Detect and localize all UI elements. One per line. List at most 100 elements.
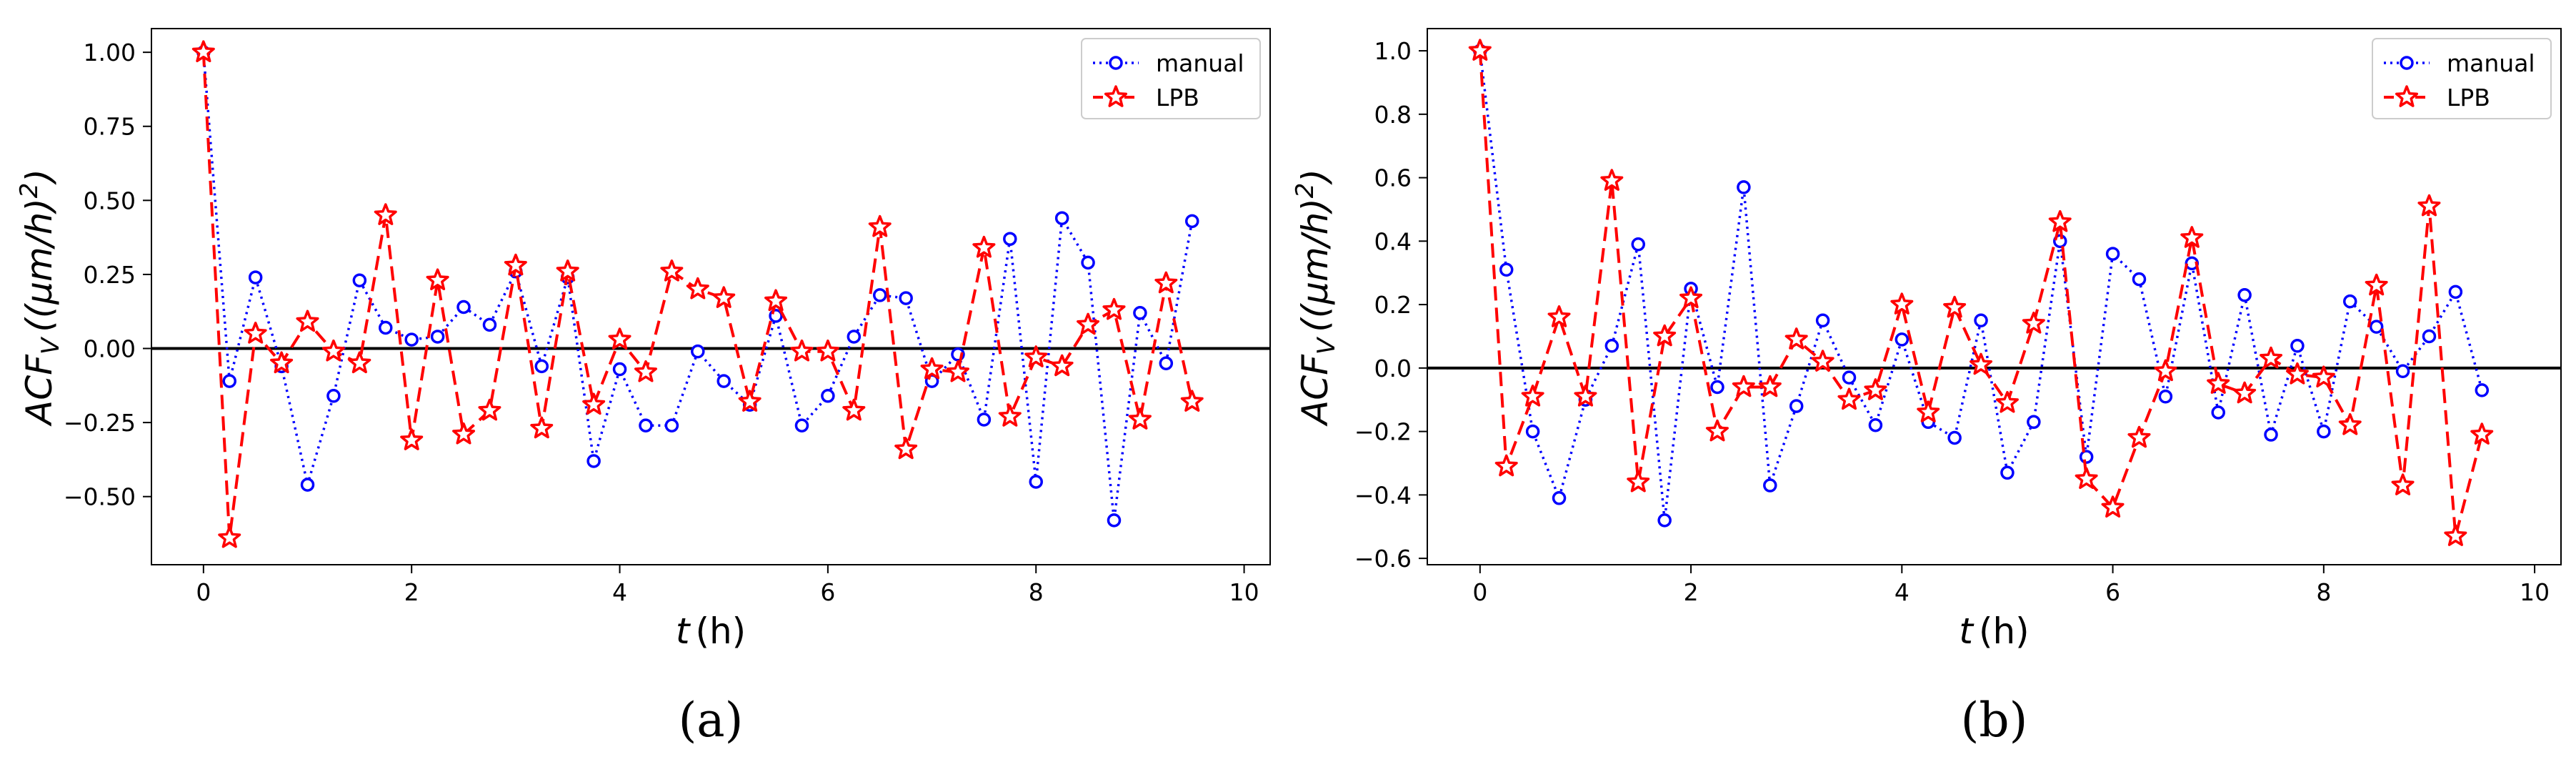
data-point-lpb [1705, 419, 1729, 442]
legend-label-lpb: LPB [1156, 84, 1199, 112]
x-tick-label: 0 [196, 578, 211, 606]
data-point-lpb [712, 286, 736, 308]
data-point-lpb [842, 398, 866, 421]
x-tick-label: 4 [1894, 578, 1909, 606]
data-point-lpb [1180, 390, 1204, 412]
y-tick-label: −0.6 [1354, 545, 1412, 573]
data-point-lpb [191, 40, 215, 63]
data-point-manual [2132, 272, 2147, 287]
data-point-lpb [2127, 425, 2151, 448]
x-axis-unit: (h) [1979, 610, 2030, 652]
panel-label-b: (b) [1961, 693, 2028, 748]
y-tick-label: −0.4 [1354, 481, 1412, 509]
data-point-manual [1552, 491, 1567, 505]
data-point-manual [352, 273, 367, 287]
data-point-lpb [556, 259, 579, 282]
data-point-manual [639, 418, 653, 432]
data-point-lpb [1679, 286, 1703, 309]
data-point-lpb [1600, 169, 1624, 191]
data-point-manual [2448, 285, 2463, 300]
data-point-lpb [1128, 407, 1152, 430]
plot-frame [151, 28, 1271, 565]
data-point-manual [1710, 380, 1724, 395]
data-point-manual [1133, 306, 1147, 320]
x-axis-variable: t [1959, 610, 1975, 652]
data-point-manual [2290, 339, 2305, 353]
data-point-manual [872, 288, 887, 302]
data-point-manual [1868, 417, 1883, 432]
y-tick-label: 1.00 [84, 39, 136, 66]
legend: manual LPB [2372, 38, 2552, 119]
y-axis-exponent: 2 [15, 183, 44, 199]
data-point-manual [2317, 424, 2331, 439]
data-point-lpb [1864, 378, 1887, 400]
y-axis-base: ACF [1294, 354, 1336, 427]
data-point-lpb [1154, 271, 1178, 294]
data-point-manual [1789, 399, 1804, 413]
series-layer [1468, 39, 2494, 546]
data-point-manual [534, 359, 549, 374]
data-point-manual [2158, 390, 2173, 404]
data-point-manual [586, 454, 601, 468]
data-point-lpb [270, 351, 294, 374]
data-point-manual [1081, 255, 1095, 270]
data-point-lpb [2154, 359, 2177, 382]
data-point-lpb [1837, 387, 1861, 410]
axis-ticks: 0 2 4 6 8 10 −0.50 −0.25 0.00 0.25 0.50 0.75 1.00 [64, 39, 1259, 606]
data-point-lpb [1890, 292, 1914, 315]
data-point-lpb [2312, 365, 2335, 388]
data-point-lpb [764, 289, 788, 312]
data-point-manual [2422, 329, 2437, 344]
data-point-lpb [478, 398, 501, 421]
data-point-lpb [920, 357, 944, 380]
data-point-lpb [2048, 209, 2072, 232]
data-point-manual [2000, 465, 2015, 480]
data-point-manual [977, 412, 992, 427]
x-axis-label: t (h) [676, 610, 746, 652]
data-point-manual [2369, 320, 2384, 334]
data-point-lpb [1653, 324, 1677, 347]
data-point-lpb [2285, 362, 2309, 385]
y-axis-unit: ((μm/h) [1294, 198, 1336, 332]
x-tick-label: 0 [1472, 578, 1487, 606]
y-axis-subscript: V [1312, 336, 1341, 355]
data-point-lpb [1574, 385, 1597, 407]
x-axis-variable: t [676, 610, 692, 652]
data-point-manual [482, 317, 497, 332]
y-tick-label: 0.6 [1374, 164, 1412, 192]
data-point-manual [1947, 430, 1962, 445]
data-point-manual [456, 300, 471, 315]
data-point-lpb [2365, 273, 2388, 296]
data-point-lpb [426, 268, 449, 291]
series-layer [191, 40, 1204, 548]
y-axis-subscript: V [36, 336, 65, 355]
data-point-manual [691, 344, 705, 359]
legend-marker-lpb [2395, 85, 2419, 107]
data-point-lpb [2338, 412, 2362, 435]
data-point-manual [612, 362, 627, 377]
data-point-lpb [218, 525, 241, 548]
data-point-lpb [321, 339, 345, 362]
data-point-lpb [2180, 226, 2204, 248]
legend-label-manual: manual [1156, 49, 1244, 77]
data-point-manual [2395, 364, 2410, 379]
y-tick-label: 0.25 [84, 261, 136, 289]
legend: manual LPB [1081, 38, 1261, 119]
x-tick-label: 10 [2520, 578, 2550, 606]
data-point-lpb [738, 390, 762, 412]
axis-ticks: 0 2 4 6 8 10 −0.6 −0.4 −0.2 0.0 0.2 0.4 0.6 0.8 1.0 [1354, 37, 2550, 606]
data-point-manual [1184, 214, 1199, 229]
data-point-lpb [582, 392, 606, 415]
legend-marker-manual [1109, 56, 1123, 70]
legend-label-lpb: LPB [2447, 84, 2490, 112]
data-point-lpb [660, 259, 684, 282]
data-point-lpb [608, 327, 631, 350]
data-point-lpb [1943, 295, 1967, 318]
data-point-manual [2264, 427, 2278, 442]
y-axis-close: ) [19, 169, 60, 186]
data-point-lpb [1758, 375, 1782, 397]
data-point-manual [2027, 415, 2041, 430]
data-point-manual [2105, 247, 2120, 261]
